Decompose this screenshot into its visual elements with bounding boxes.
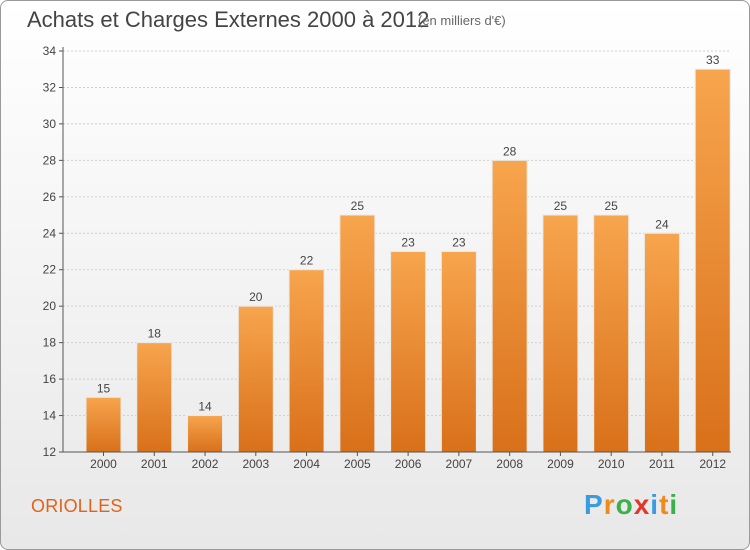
bar xyxy=(187,415,224,453)
y-tick-label: 16 xyxy=(43,372,57,386)
x-tick-label: 2007 xyxy=(446,457,473,471)
x-tick-label: 2001 xyxy=(141,457,168,471)
x-tick-label: 2005 xyxy=(344,457,371,471)
bar-value-label: 25 xyxy=(351,199,365,213)
bar xyxy=(593,214,630,453)
bar-value-label: 25 xyxy=(605,199,619,213)
bar xyxy=(542,214,579,453)
logo-letter: x xyxy=(633,489,651,520)
x-tick-label: 2012 xyxy=(699,457,726,471)
bar-value-label: 18 xyxy=(148,327,162,341)
y-tick-label: 28 xyxy=(43,153,57,167)
bar-value-label: 23 xyxy=(401,236,415,250)
commune-name: ORIOLLES xyxy=(31,496,123,516)
bar-value-label: 14 xyxy=(198,400,212,414)
bar xyxy=(85,396,122,453)
bar xyxy=(643,232,680,453)
y-tick-label: 20 xyxy=(43,299,57,313)
logo-letter: o xyxy=(615,489,634,520)
x-tick-label: 2000 xyxy=(90,457,117,471)
bar xyxy=(288,269,325,453)
bar-value-label: 33 xyxy=(706,53,720,67)
bar-value-label: 23 xyxy=(452,236,466,250)
y-tick-label: 22 xyxy=(43,263,57,277)
y-tick-label: 18 xyxy=(43,336,57,350)
x-tick-label: 2004 xyxy=(293,457,320,471)
y-tick-label: 26 xyxy=(43,190,57,204)
axes: 12 14 16 18 20 22 24 26 28 30 32 34 2000 2001 2002 2003… xyxy=(43,44,731,471)
x-tick-label: 2006 xyxy=(395,457,422,471)
y-tick-label: 32 xyxy=(43,80,57,94)
y-tick-label: 30 xyxy=(43,117,57,131)
bar xyxy=(339,214,376,453)
bar-value-label: 24 xyxy=(655,217,669,231)
bar xyxy=(491,159,528,453)
logo-letter: i xyxy=(650,489,660,520)
chart-title: Achats et Charges Externes 2000 à 2012 xyxy=(27,7,430,32)
logo-letter: i xyxy=(669,489,679,520)
x-tick-label: 2002 xyxy=(192,457,219,471)
chart-subtitle: (en milliers d'€) xyxy=(418,13,506,28)
bar xyxy=(136,342,173,453)
bar xyxy=(390,251,427,453)
logo-letter: t xyxy=(659,489,670,520)
bar-value-label: 20 xyxy=(249,290,263,304)
y-tick-label: 12 xyxy=(43,445,57,459)
bars: 15 18 14 20 22 25 23 23 28 25 25 24 33 xyxy=(85,53,731,453)
y-tick-label: 24 xyxy=(43,226,57,240)
y-tick-label: 14 xyxy=(43,409,57,423)
logo-letter: P xyxy=(584,489,604,520)
x-tick-label: 2009 xyxy=(547,457,574,471)
bar-value-label: 25 xyxy=(554,199,568,213)
x-tick-label: 2011 xyxy=(649,457,675,471)
y-tick-label: 34 xyxy=(43,44,57,58)
bar-value-label: 28 xyxy=(503,144,517,158)
proxiti-logo: Proxiti xyxy=(584,489,678,521)
x-tick-label: 2003 xyxy=(242,457,269,471)
bar-value-label: 22 xyxy=(300,254,314,268)
logo-letter: r xyxy=(603,489,616,520)
bar xyxy=(694,68,731,453)
x-tick-label: 2008 xyxy=(496,457,523,471)
bar xyxy=(440,251,477,453)
x-tick-label: 2010 xyxy=(598,457,625,471)
bar-value-label: 15 xyxy=(97,381,111,395)
bar xyxy=(237,305,274,453)
